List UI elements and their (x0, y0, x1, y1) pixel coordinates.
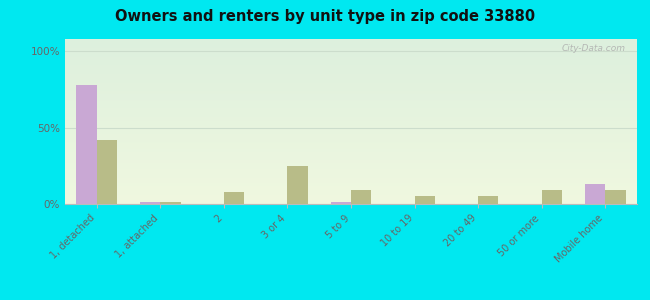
Bar (331, 202, 351, 204)
Text: City-Data.com: City-Data.com (562, 44, 625, 53)
Bar (478, 196, 499, 204)
Bar (585, 184, 605, 204)
Bar (77, 85, 97, 204)
Bar (224, 192, 244, 204)
Bar (287, 166, 308, 204)
Bar (541, 190, 562, 204)
Bar (97, 140, 117, 204)
Bar (351, 190, 371, 204)
Bar (161, 202, 181, 204)
Bar (415, 196, 435, 204)
Bar (140, 202, 161, 204)
Bar (605, 190, 625, 204)
Text: Owners and renters by unit type in zip code 33880: Owners and renters by unit type in zip c… (115, 9, 535, 24)
